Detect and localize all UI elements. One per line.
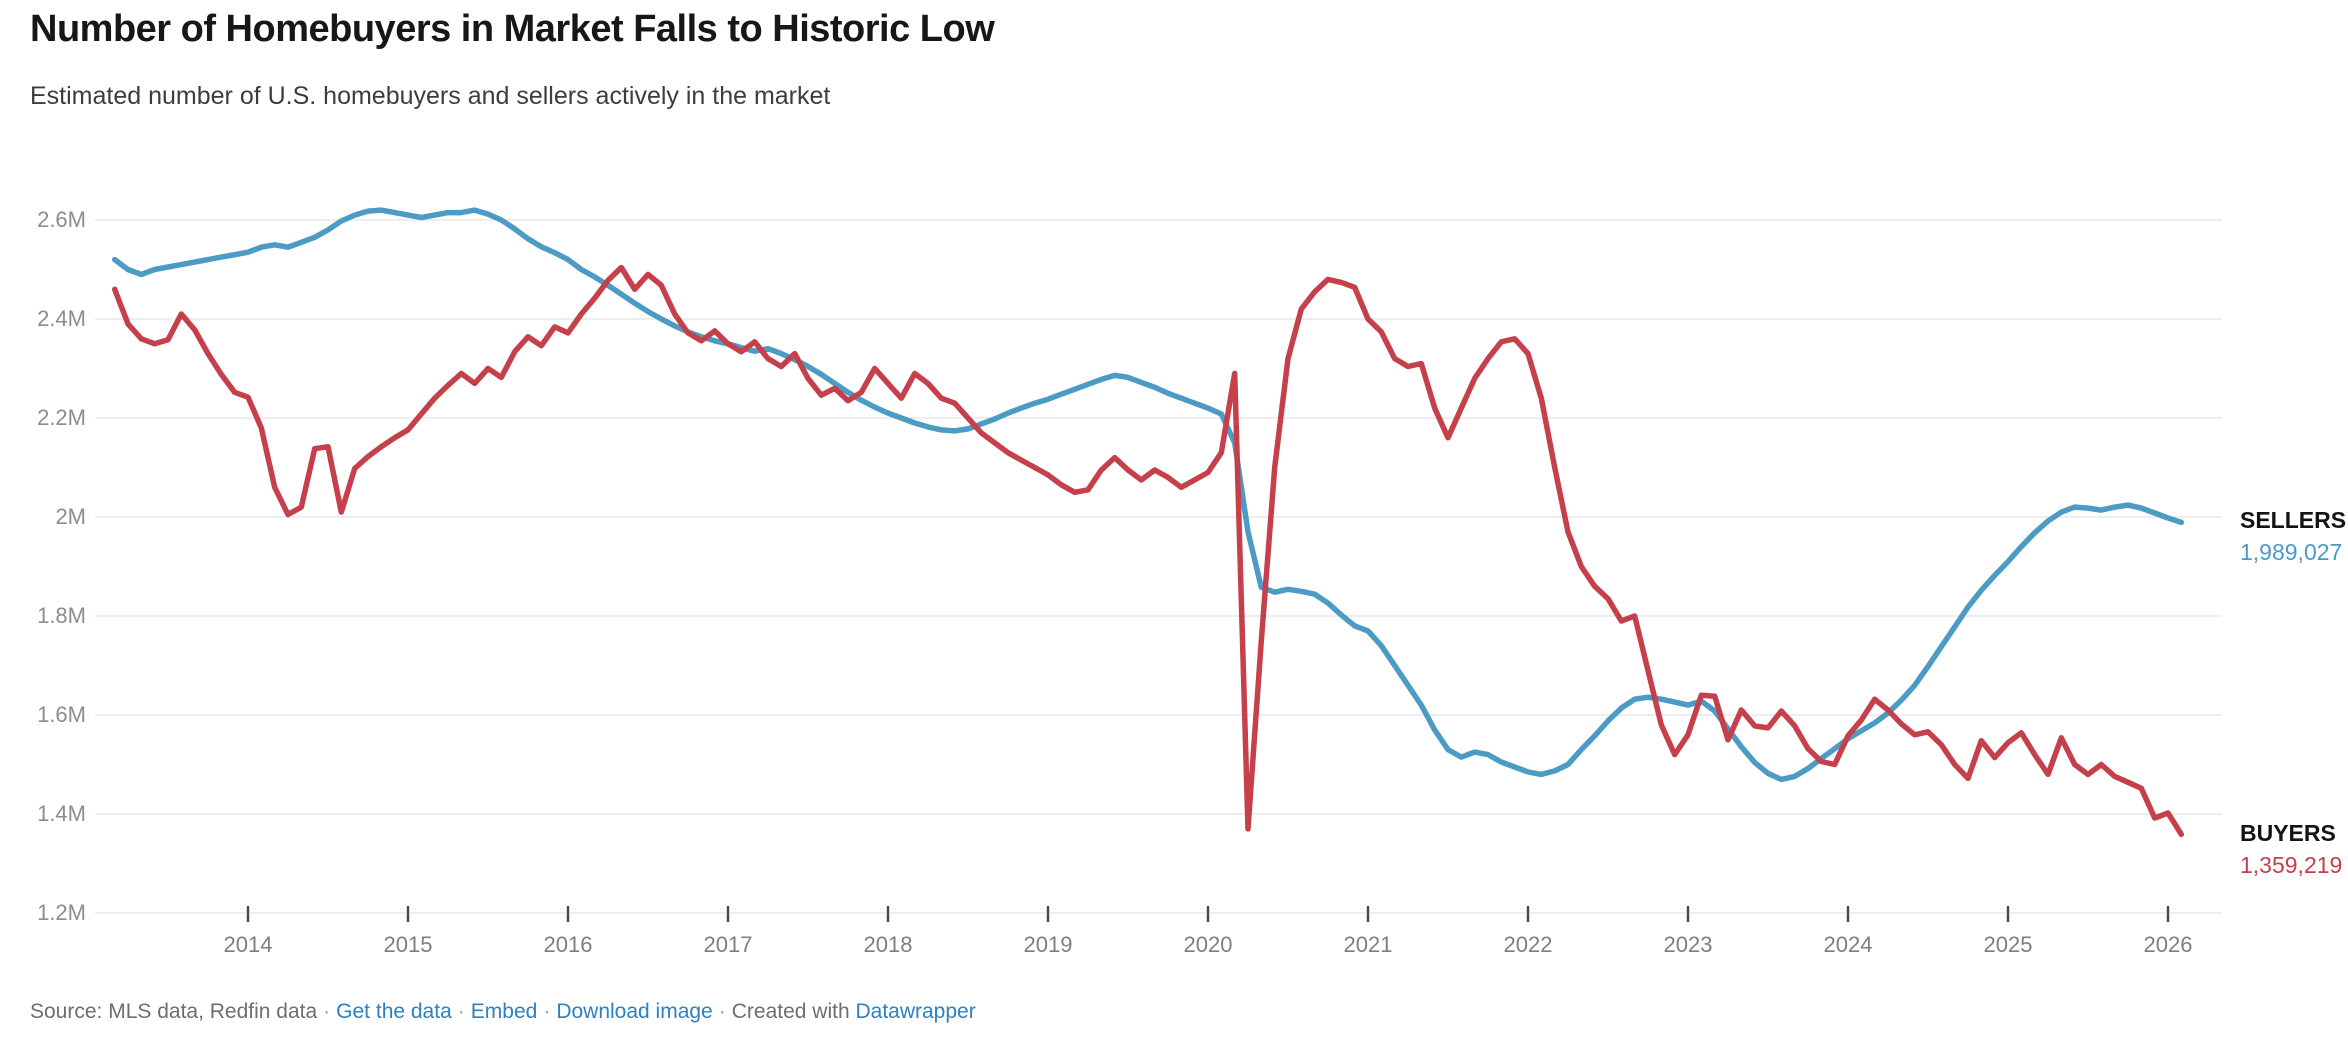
datawrapper-link[interactable]: Datawrapper bbox=[855, 1000, 976, 1023]
sellers-series-label: SELLERS bbox=[2240, 507, 2347, 533]
x-axis-label: 2019 bbox=[1023, 932, 1073, 957]
y-axis-label: 1.2M bbox=[37, 900, 86, 925]
x-axis-label: 2026 bbox=[2143, 932, 2193, 957]
embed-link[interactable]: Embed bbox=[470, 1000, 538, 1023]
x-axis-label: 2024 bbox=[1823, 932, 1873, 957]
x-axis-label: 2022 bbox=[1503, 932, 1553, 957]
separator-dot: · bbox=[457, 1000, 465, 1023]
sellers-series-value: 1,989,027 bbox=[2240, 539, 2343, 565]
y-axis-label: 2.2M bbox=[37, 405, 86, 430]
x-axis-label: 2015 bbox=[383, 932, 433, 957]
y-axis-label: 1.8M bbox=[37, 603, 86, 628]
x-axis-label: 2020 bbox=[1183, 932, 1233, 957]
x-axis-label: 2018 bbox=[863, 932, 913, 957]
sellers-line bbox=[111, 207, 2185, 783]
separator-dot: · bbox=[543, 1000, 551, 1023]
get-the-data-link[interactable]: Get the data bbox=[336, 1000, 452, 1023]
buyers-series-label: BUYERS bbox=[2240, 820, 2336, 846]
download-image-link[interactable]: Download image bbox=[556, 1000, 713, 1023]
y-axis-label: 2M bbox=[55, 504, 86, 529]
chart-footer: Source: MLS data, Redfin data · Get the da… bbox=[30, 1000, 976, 1024]
x-axis-label: 2021 bbox=[1343, 932, 1393, 957]
page-title: Number of Homebuyers in Market Falls to … bbox=[30, 8, 995, 50]
buyers-series-value: 1,359,219 bbox=[2240, 852, 2343, 878]
x-axis-label: 2017 bbox=[703, 932, 753, 957]
y-axis-label: 2.6M bbox=[37, 207, 86, 232]
y-axis-label: 1.6M bbox=[37, 702, 86, 727]
created-with-text: Created with bbox=[731, 1000, 850, 1023]
y-axis-label: 2.4M bbox=[37, 306, 86, 331]
x-axis-label: 2023 bbox=[1663, 932, 1713, 957]
x-axis-label: 2014 bbox=[223, 932, 273, 957]
chart-subtitle: Estimated number of U.S. homebuyers and … bbox=[30, 82, 831, 110]
separator-dot: · bbox=[323, 1000, 331, 1023]
x-axis-label: 2016 bbox=[543, 932, 593, 957]
source-text: Source: MLS data, Redfin data bbox=[30, 1000, 318, 1023]
y-axis-label: 1.4M bbox=[37, 801, 86, 826]
buyers-line bbox=[111, 264, 2185, 838]
x-axis-label: 2025 bbox=[1983, 932, 2033, 957]
separator-dot: · bbox=[718, 1000, 726, 1023]
